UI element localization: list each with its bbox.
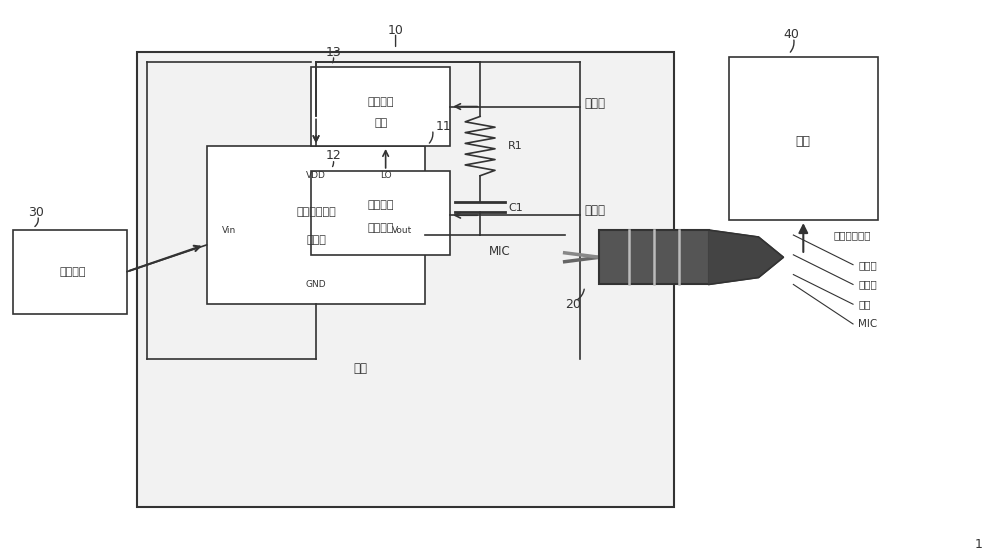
Text: 能量获取: 能量获取	[367, 97, 394, 107]
Text: LO: LO	[380, 171, 391, 180]
Text: R1: R1	[508, 141, 523, 151]
Text: Vin: Vin	[222, 226, 236, 235]
Text: 12: 12	[326, 149, 342, 163]
Text: 40: 40	[783, 28, 799, 41]
Text: C1: C1	[508, 203, 523, 214]
Text: 左声道: 左声道	[858, 260, 877, 269]
Text: 产生电路: 产生电路	[367, 223, 394, 233]
Text: VDD: VDD	[306, 171, 326, 180]
Text: 左声道: 左声道	[585, 97, 606, 110]
Text: 20: 20	[565, 298, 581, 311]
Text: 共地: 共地	[858, 299, 871, 309]
Text: 右声道: 右声道	[585, 204, 606, 217]
Text: MIC: MIC	[858, 319, 877, 329]
Text: 可变增益混频: 可变增益混频	[296, 207, 336, 217]
Text: 13: 13	[326, 46, 342, 59]
Bar	[729, 57, 878, 220]
Bar	[599, 230, 709, 285]
Polygon shape	[709, 230, 783, 285]
Text: 右声道: 右声道	[858, 280, 877, 290]
Text: 生物电极: 生物电极	[59, 267, 86, 277]
Text: 1: 1	[974, 538, 982, 551]
Text: 终端: 终端	[796, 135, 811, 148]
Text: GND: GND	[306, 280, 326, 289]
Text: 放大器: 放大器	[306, 235, 326, 245]
Bar	[137, 52, 674, 507]
Text: 本振信号: 本振信号	[367, 200, 394, 210]
Text: 30: 30	[28, 206, 44, 219]
Bar	[311, 171, 450, 255]
Text: 10: 10	[388, 24, 404, 37]
Text: Vout: Vout	[392, 226, 412, 235]
Text: 11: 11	[435, 120, 451, 133]
Text: 单元: 单元	[374, 119, 387, 129]
Bar	[13, 230, 127, 314]
Text: 共地: 共地	[354, 362, 368, 375]
Bar	[207, 146, 425, 304]
Text: 接入耳机插孔: 接入耳机插孔	[833, 230, 871, 240]
Bar	[311, 67, 450, 146]
Text: MIC: MIC	[489, 245, 511, 258]
